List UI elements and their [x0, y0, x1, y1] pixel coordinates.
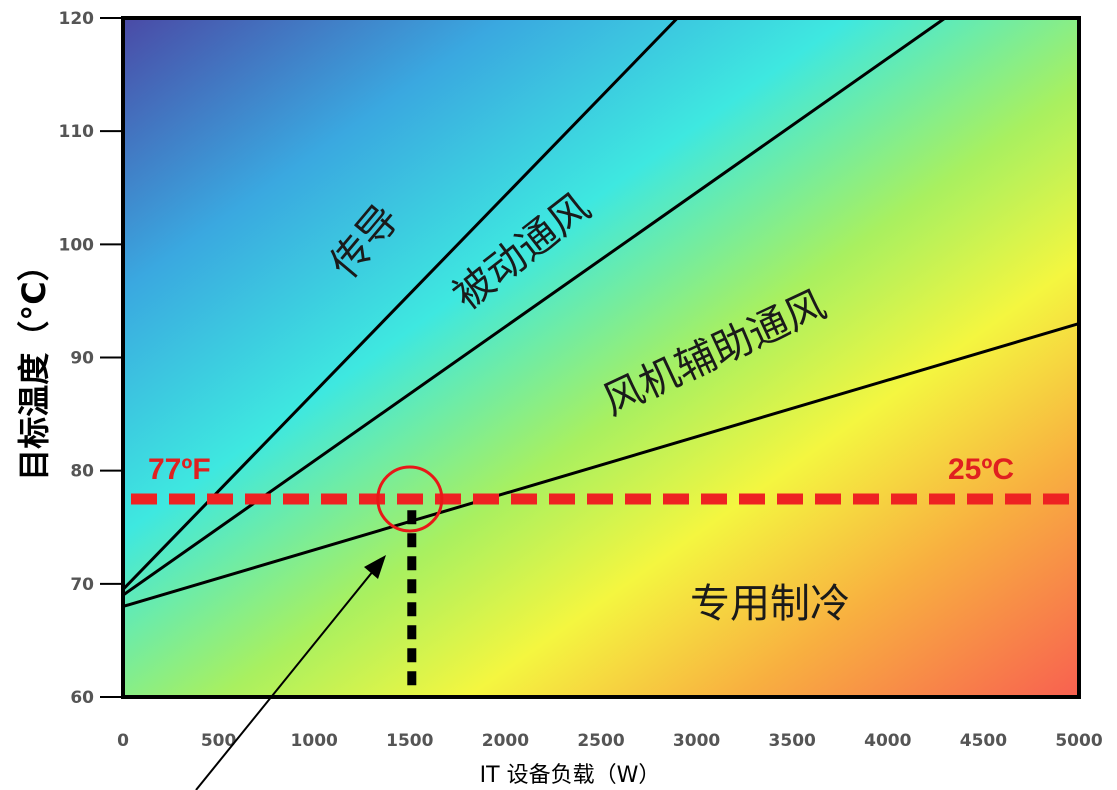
- y-tick-label: 70: [70, 575, 94, 595]
- x-tick-label: 3500: [769, 731, 816, 751]
- x-tick-label: 500: [201, 731, 237, 751]
- y-tick-label: 90: [70, 349, 94, 369]
- label-25c: 25ºC: [948, 453, 1014, 486]
- pointer-arrow-line: [195, 559, 383, 790]
- reference-layer: [131, 493, 1075, 689]
- y-tick-label: 80: [70, 462, 94, 482]
- x-tick-label: 3000: [673, 731, 720, 751]
- plot-area: [123, 18, 1079, 697]
- y-tick-label: 110: [59, 122, 95, 142]
- x-axis-title: IT 设备负载（W）: [480, 763, 661, 788]
- x-tick-label: 2000: [482, 731, 529, 751]
- label-77f: 77ºF: [148, 453, 211, 486]
- marker-circle: [376, 465, 444, 533]
- x-tick-label: 1500: [386, 731, 433, 751]
- y-tick-label: 120: [59, 9, 95, 29]
- region-label-dedicated-cooling: 专用制冷: [690, 581, 850, 627]
- y-tick-label: 60: [70, 688, 94, 708]
- y-tick-label: 100: [59, 235, 95, 255]
- x-tick-label: 4000: [864, 731, 911, 751]
- x-tick-label: 0: [117, 731, 129, 751]
- x-tick-label: 5000: [1055, 731, 1102, 751]
- y-axis-title: 目标温度（°C）: [15, 249, 53, 481]
- x-tick-label: 2500: [577, 731, 624, 751]
- pointer-arrow-head: [364, 555, 386, 579]
- x-tick-label: 4500: [960, 731, 1007, 751]
- x-axis-ticks: 0 500 1000 1500 2000 2500 3000 3500 4000 4500 5000: [117, 731, 1103, 751]
- y-axis-ticks: 60 70 80 90 100 110 120: [59, 9, 123, 708]
- boundary-line-3: [123, 322, 1079, 608]
- x-tick-label: 1000: [291, 731, 338, 751]
